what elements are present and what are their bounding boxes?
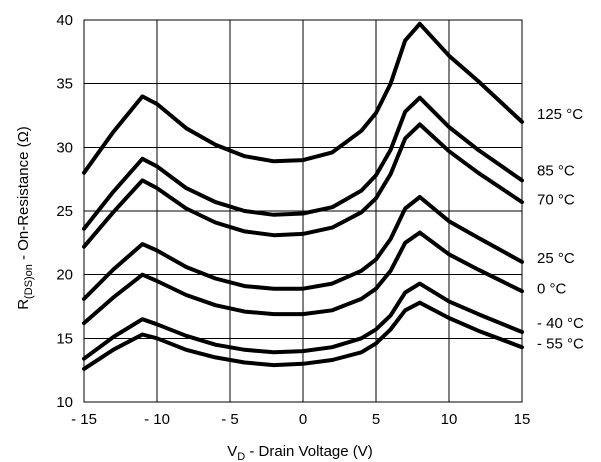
y-tick-label: 40 bbox=[56, 12, 73, 29]
grid bbox=[83, 19, 523, 403]
x-axis-title: VD - Drain Voltage (V) bbox=[227, 443, 373, 462]
y-tick-label: 30 bbox=[56, 139, 73, 156]
x-tick-labels: - 15 - 10 - 5 0 5 10 15 bbox=[71, 411, 530, 428]
y-axis-title-main: R bbox=[15, 299, 32, 310]
x-tick-label: 0 bbox=[299, 411, 307, 428]
y-tick-labels: 10 15 20 25 30 35 40 bbox=[56, 12, 73, 411]
y-tick-label: 25 bbox=[56, 203, 73, 220]
y-axis-title-rest: - On-Resistance (Ω) bbox=[15, 126, 32, 264]
y-tick-label: 20 bbox=[56, 267, 73, 284]
x-axis-title-main: V bbox=[227, 443, 237, 460]
x-tick-label: - 5 bbox=[221, 411, 239, 428]
plot-frame bbox=[83, 19, 523, 403]
series-line-2 bbox=[82, 122, 524, 249]
x-axis-title-sub: D bbox=[237, 451, 245, 462]
curves bbox=[82, 21, 524, 371]
series-labels: 125 °C 85 °C 70 °C 25 °C 0 °C - 40 °C - 55 °C bbox=[537, 106, 584, 352]
x-axis-title-rest: - Drain Voltage (V) bbox=[245, 443, 373, 460]
series-label-2: 70 °C bbox=[537, 192, 575, 209]
x-tick-label: - 10 bbox=[144, 411, 170, 428]
y-axis-title-sub: (DS)on bbox=[23, 264, 35, 299]
series-line-5 bbox=[82, 281, 524, 361]
y-tick-label: 15 bbox=[56, 330, 73, 347]
series-label-5: - 40 °C bbox=[537, 315, 584, 332]
series-label-3: 25 °C bbox=[537, 250, 575, 267]
series-label-6: - 55 °C bbox=[537, 335, 584, 352]
series-line-4 bbox=[82, 230, 524, 326]
series-label-4: 0 °C bbox=[537, 281, 567, 298]
y-tick-label: 10 bbox=[56, 394, 73, 411]
x-tick-label: 5 bbox=[372, 411, 380, 428]
series-label-1: 85 °C bbox=[537, 162, 575, 179]
series-line-6 bbox=[82, 300, 524, 371]
x-tick-label: - 15 bbox=[71, 411, 97, 428]
series-line-0 bbox=[82, 21, 524, 175]
series-line-3 bbox=[82, 195, 524, 301]
series-label-0: 125 °C bbox=[537, 106, 583, 123]
x-tick-label: 10 bbox=[441, 411, 458, 428]
y-axis-title: R(DS)on - On-Resistance (Ω) bbox=[15, 126, 35, 310]
y-tick-label: 35 bbox=[56, 76, 73, 93]
series-line-1 bbox=[82, 95, 524, 231]
x-tick-label: 15 bbox=[514, 411, 531, 428]
